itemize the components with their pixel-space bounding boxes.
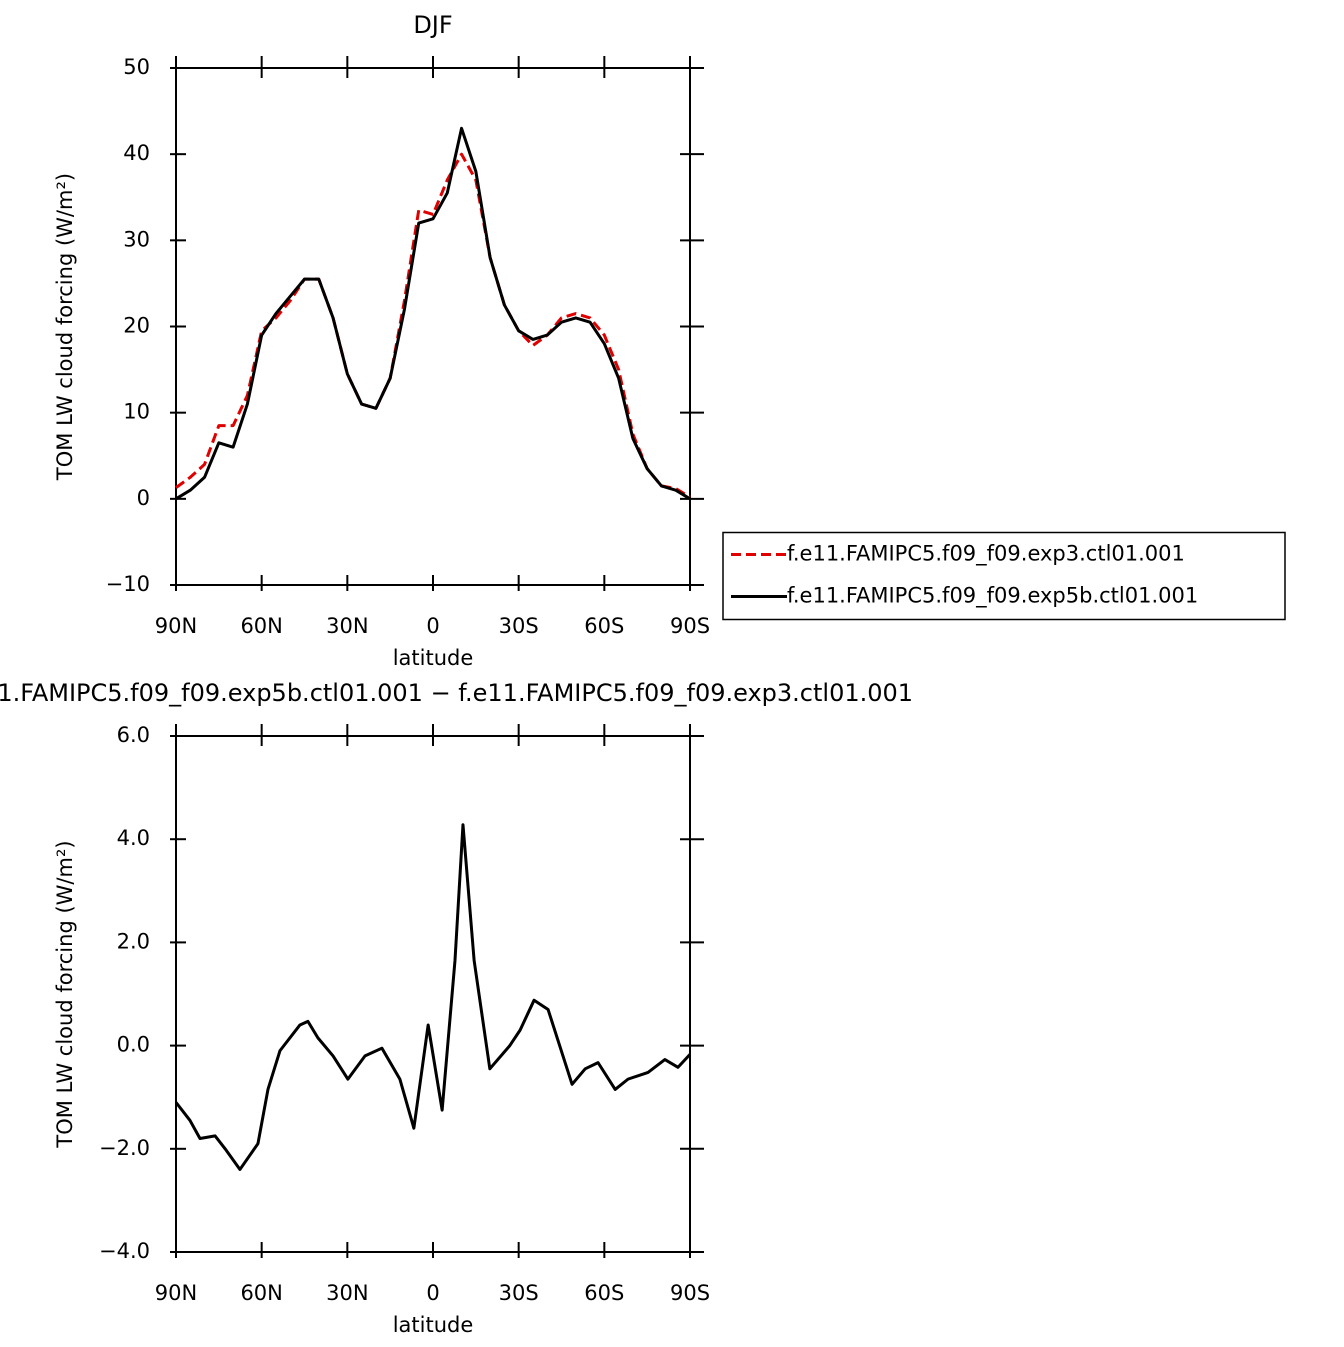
y-tick-label: 4.0 bbox=[117, 826, 150, 850]
x-tick-label: 60N bbox=[240, 1281, 282, 1305]
plot-frame bbox=[175, 735, 691, 1253]
y-tick-label: 20 bbox=[123, 314, 150, 338]
y-tick-label: −10 bbox=[106, 572, 150, 596]
data-line bbox=[175, 126, 691, 501]
x-tick-label: 30N bbox=[326, 1281, 368, 1305]
y-axis-label: TOM LW cloud forcing (W/m²) bbox=[53, 173, 77, 481]
plot-frame bbox=[175, 67, 691, 586]
y-tick-label: 10 bbox=[123, 400, 150, 424]
x-tick-label: 60S bbox=[584, 614, 624, 638]
y-tick-label: 0 bbox=[137, 486, 150, 510]
x-tick-label: 0 bbox=[426, 1281, 439, 1305]
data-line bbox=[175, 152, 691, 499]
y-tick-label: 40 bbox=[123, 141, 150, 165]
y-axis-label: TOM LW cloud forcing (W/m²) bbox=[53, 840, 77, 1148]
y-tick-label: 6.0 bbox=[117, 723, 150, 747]
x-tick-label: 90N bbox=[155, 1281, 197, 1305]
x-tick-label: 0 bbox=[426, 614, 439, 638]
y-tick-label: −4.0 bbox=[99, 1239, 150, 1263]
x-tick-label: 90S bbox=[670, 1281, 710, 1305]
y-tick-label: 2.0 bbox=[117, 929, 150, 953]
x-axis-label: latitude bbox=[393, 646, 474, 670]
x-tick-label: 30S bbox=[499, 1281, 539, 1305]
x-tick-label: 60N bbox=[240, 614, 282, 638]
x-tick-label: 90S bbox=[670, 614, 710, 638]
y-tick-label: 0.0 bbox=[117, 1033, 150, 1057]
x-tick-label: 90N bbox=[155, 614, 197, 638]
x-tick-label: 60S bbox=[584, 1281, 624, 1305]
y-tick-label: 30 bbox=[123, 227, 150, 251]
chart-title: f.e11.FAMIPC5.f09_f09.exp5b.ctl01.001 − … bbox=[0, 679, 913, 707]
y-tick-label: 50 bbox=[123, 55, 150, 79]
x-tick-label: 30S bbox=[499, 614, 539, 638]
x-tick-label: 30N bbox=[326, 614, 368, 638]
y-tick-label: −2.0 bbox=[99, 1136, 150, 1160]
data-line bbox=[174, 823, 692, 1171]
legend-label: f.e11.FAMIPC5.f09_f09.exp5b.ctl01.001 bbox=[787, 584, 1198, 609]
chart-title: DJF bbox=[413, 11, 452, 39]
legend-label: f.e11.FAMIPC5.f09_f09.exp3.ctl01.001 bbox=[787, 542, 1185, 567]
x-axis-label: latitude bbox=[393, 1313, 474, 1337]
legend-box bbox=[722, 531, 1286, 621]
